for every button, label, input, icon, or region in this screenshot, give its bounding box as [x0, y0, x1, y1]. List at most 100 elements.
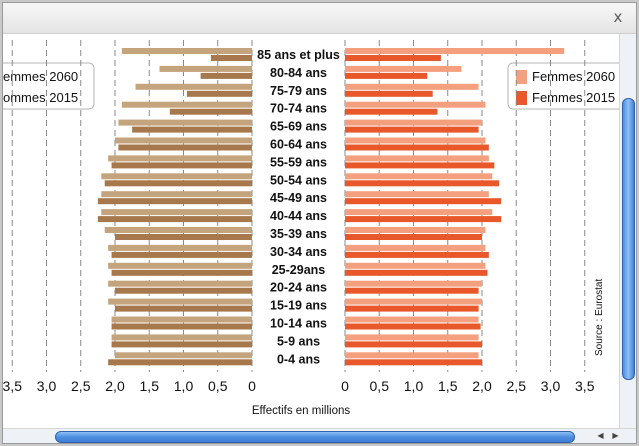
bar-hommes-2060 — [108, 244, 253, 251]
bar-hommes-2015 — [111, 162, 252, 169]
x-tick-left: 2,5 — [71, 378, 91, 394]
bar-hommes-2015 — [169, 108, 252, 115]
x-tick-left: 0,5 — [208, 378, 228, 394]
x-tick-left: 1,5 — [140, 378, 160, 394]
bar-hommes-2060 — [118, 119, 252, 126]
x-tick-left: 2,0 — [105, 378, 125, 394]
x-tick-right: 2,0 — [472, 378, 492, 394]
population-pyramid-chart: emmes 2060 ommes 2015 Femmes 2060 Femmes… — [3, 40, 619, 417]
bar-femmes-2060 — [345, 334, 479, 341]
bar-femmes-2015 — [345, 359, 482, 366]
bar-femmes-2060 — [345, 191, 489, 198]
bar-femmes-2015 — [345, 90, 433, 97]
age-group-label: 65-69 ans — [270, 120, 327, 134]
bar-femmes-2015 — [345, 251, 489, 258]
horizontal-scroll-thumb[interactable] — [55, 431, 575, 443]
legend-right: Femmes 2060 Femmes 2015 — [507, 62, 619, 110]
age-group-label: 40-44 ans — [270, 209, 327, 223]
bar-femmes-2015 — [345, 287, 479, 294]
bar-femmes-2060 — [345, 137, 486, 144]
bar-hommes-2060 — [108, 155, 253, 162]
horizontal-scrollbar[interactable]: ◀ ▶ — [3, 428, 636, 443]
bar-femmes-2060 — [345, 316, 479, 323]
bar-hommes-2060 — [111, 316, 252, 323]
age-group-label: 50-54 ans — [270, 173, 327, 187]
x-tick-right: 3,5 — [575, 378, 595, 394]
age-group-label: 5-9 ans — [277, 334, 320, 348]
source-note: Source : Eurostat — [594, 279, 605, 356]
bar-hommes-2015 — [210, 55, 252, 61]
legend-right-item-1: Femmes 2060 — [532, 69, 615, 84]
legend-swatch-femmes-2060 — [516, 70, 527, 84]
bar-hommes-2060 — [108, 280, 253, 287]
age-group-label: 30-34 ans — [270, 245, 327, 259]
age-group-label: 0-4 ans — [277, 352, 320, 366]
age-group-label: 70-74 ans — [270, 102, 327, 116]
age-group-label: 35-39 ans — [270, 227, 327, 241]
window-titlebar: x — [3, 3, 636, 34]
x-tick-right: 1,0 — [404, 378, 424, 394]
x-tick-right: 0,5 — [370, 378, 390, 394]
bar-femmes-2015 — [345, 341, 482, 348]
age-group-label: 10-14 ans — [270, 317, 327, 331]
bar-hommes-2015 — [111, 341, 252, 348]
bar-femmes-2015 — [345, 126, 479, 133]
x-tick-left: 3,5 — [3, 378, 22, 394]
legend-right-item-2: Femmes 2015 — [532, 90, 615, 105]
bar-femmes-2060 — [345, 244, 486, 251]
bar-hommes-2015 — [115, 305, 252, 312]
bar-femmes-2060 — [345, 227, 486, 233]
bar-hommes-2060 — [101, 209, 252, 216]
age-group-label: 80-84 ans — [270, 66, 327, 80]
bar-hommes-2015 — [111, 323, 252, 330]
bar-femmes-2015 — [345, 305, 479, 312]
bar-femmes-2060 — [345, 280, 482, 287]
bar-hommes-2015 — [108, 359, 253, 366]
bar-hommes-2060 — [101, 191, 252, 198]
bar-femmes-2060 — [345, 83, 479, 90]
bar-hommes-2015 — [200, 72, 252, 79]
bar-hommes-2015 — [115, 234, 252, 240]
bar-femmes-2060 — [345, 101, 486, 108]
bar-hommes-2015 — [97, 198, 252, 205]
bar-hommes-2060 — [115, 352, 252, 359]
age-group-label: 25-29ans — [272, 263, 326, 277]
bar-femmes-2060 — [345, 209, 493, 216]
close-button[interactable]: x — [613, 8, 623, 26]
bar-hommes-2015 — [118, 144, 252, 151]
bar-femmes-2015 — [345, 180, 500, 187]
bar-hommes-2015 — [132, 126, 252, 133]
bar-femmes-2060 — [345, 352, 479, 359]
bar-femmes-2060 — [345, 48, 565, 54]
bar-femmes-2015 — [345, 234, 482, 240]
scroll-left-button[interactable]: ◀ — [597, 431, 604, 440]
x-axis-title: Effectifs en millions — [252, 405, 350, 417]
bar-hommes-2015 — [104, 180, 252, 187]
bar-hommes-2060 — [159, 65, 252, 72]
scroll-right-button[interactable]: ▶ — [612, 431, 619, 440]
bar-hommes-2060 — [104, 227, 252, 233]
age-group-label: 75-79 ans — [270, 84, 327, 98]
legend-left: emmes 2060 ommes 2015 — [3, 62, 95, 110]
x-tick-right: 2,5 — [507, 378, 527, 394]
x-tick-left: 3,0 — [37, 378, 57, 394]
bar-femmes-2060 — [345, 155, 489, 162]
x-tick-right: 3,0 — [541, 378, 561, 394]
bar-hommes-2060 — [135, 83, 252, 90]
x-tick-right: 0 — [341, 378, 349, 394]
bar-femmes-2060 — [345, 262, 486, 269]
age-group-label: 85 ans et plus — [257, 48, 340, 62]
bar-femmes-2015 — [345, 144, 489, 151]
bar-femmes-2060 — [345, 298, 482, 305]
age-group-label: 20-24 ans — [270, 281, 327, 295]
chart-viewport: emmes 2060 ommes 2015 Femmes 2060 Femmes… — [3, 34, 619, 428]
age-group-label: 15-19 ans — [270, 299, 327, 313]
bar-hommes-2060 — [115, 137, 252, 144]
vertical-scroll-thumb[interactable] — [622, 98, 635, 380]
bar-hommes-2015 — [115, 287, 252, 294]
vertical-scrollbar[interactable] — [619, 34, 636, 428]
x-tick-right: 1,5 — [438, 378, 458, 394]
bar-femmes-2015 — [345, 72, 428, 79]
bar-hommes-2060 — [121, 101, 252, 108]
